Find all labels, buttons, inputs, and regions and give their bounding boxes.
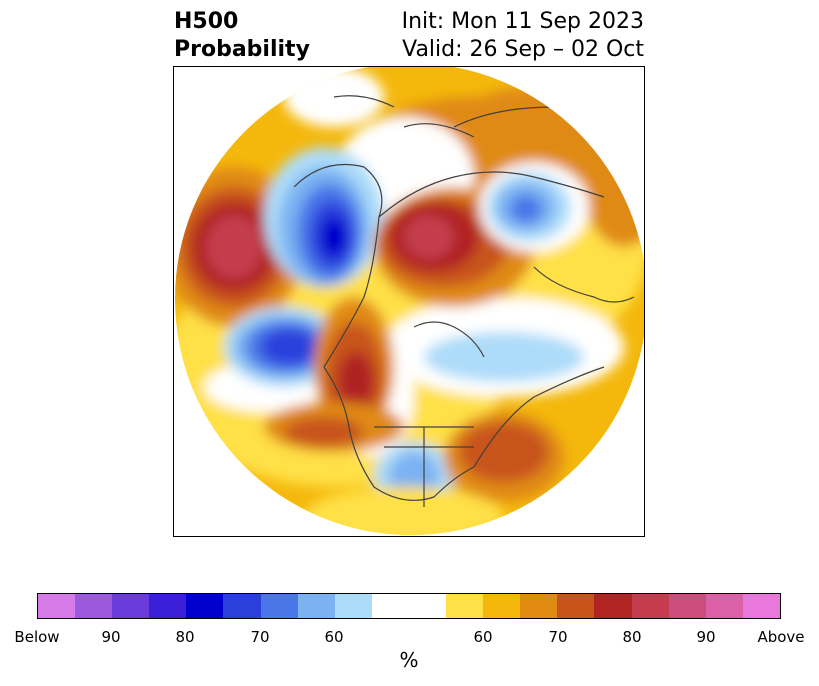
coastlines — [293, 95, 635, 507]
colorbar-segment — [446, 594, 484, 618]
colorbar-tick-below-90: 90 — [101, 628, 121, 646]
colorbar — [37, 593, 781, 619]
colorbar-segment — [371, 594, 447, 618]
colorbar-unit-label: % — [399, 648, 419, 672]
colorbar-tick-below-60: 60 — [324, 628, 344, 646]
colorbar-segment — [668, 594, 706, 618]
colorbar-segment — [705, 594, 743, 618]
chart-title-right: Init: Mon 11 Sep 2023 Valid: 26 Sep – 02… — [402, 8, 644, 64]
colorbar-segment — [223, 594, 261, 618]
colorbar-tick-above-80: 80 — [622, 628, 642, 646]
colorbar-segment — [186, 594, 224, 618]
probability-map — [173, 66, 645, 537]
colorbar-segment — [260, 594, 298, 618]
colorbar-segment — [334, 594, 372, 618]
colorbar-tick-below-80: 80 — [175, 628, 195, 646]
colorbar-segment — [742, 594, 780, 618]
variable-label: H500 — [174, 9, 239, 34]
colorbar-segment — [149, 594, 187, 618]
map-svg — [175, 67, 644, 535]
chart-title-left: H500 Probability — [174, 8, 310, 64]
product-label: Probability — [174, 37, 310, 62]
colorbar-tick-above-90: 90 — [696, 628, 716, 646]
colorbar-tick-below-70: 70 — [250, 628, 270, 646]
colorbar-segment — [112, 594, 150, 618]
colorbar-segment — [483, 594, 521, 618]
init-date-label: Init: Mon 11 Sep 2023 — [401, 9, 644, 34]
colorbar-segment — [594, 594, 632, 618]
colorbar-segment — [557, 594, 595, 618]
colorbar-segment — [520, 594, 558, 618]
valid-range-label: Valid: 26 Sep – 02 Oct — [402, 37, 644, 62]
colorbar-segment — [297, 594, 335, 618]
colorbar-segment — [631, 594, 669, 618]
colorbar-segment — [38, 594, 76, 618]
colorbar-tick-above: Above — [757, 628, 805, 646]
colorbar-tick-below: Below — [14, 628, 60, 646]
colorbar-tick-above-70: 70 — [548, 628, 568, 646]
colorbar-tick-above-60: 60 — [473, 628, 493, 646]
colorbar-segment — [75, 594, 113, 618]
